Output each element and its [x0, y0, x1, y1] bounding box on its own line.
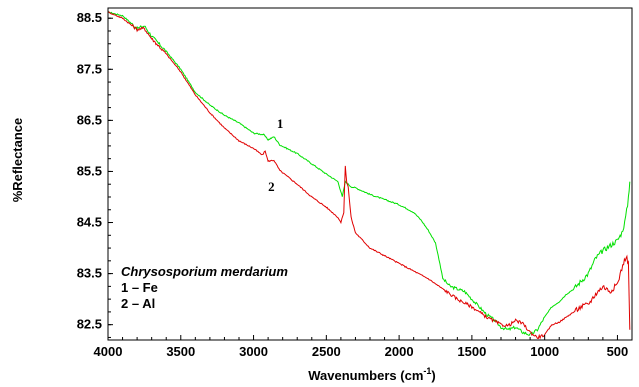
y-tick-label: 88.5	[77, 10, 102, 25]
series-2-line	[107, 11, 631, 340]
y-tick-label: 82.5	[77, 317, 102, 332]
x-tick-label: 500	[607, 344, 629, 359]
x-tick-label: 4000	[94, 344, 123, 359]
y-tick-label: 83.5	[77, 266, 102, 281]
x-axis-label-end: )	[431, 368, 435, 383]
legend-note: Chrysosporium merdarium 1 – Fe 2 – Al	[121, 264, 288, 311]
y-tick-label: 86.5	[77, 112, 102, 127]
series-1-line	[107, 11, 631, 336]
y-axis-label: %Reflectance	[10, 118, 25, 203]
y-tick-label: 84.5	[77, 215, 102, 230]
x-tick-label: 3000	[239, 344, 268, 359]
x-tick-label: 2000	[385, 344, 414, 359]
labels-layer: 4000 3500 3000 2500 2000 1500 1000 500 88.5 87.5 8…	[77, 10, 629, 359]
x-tick-label: 2500	[312, 344, 341, 359]
y-tick-label: 85.5	[77, 163, 102, 178]
species-name: Chrysosporium merdarium	[121, 264, 288, 279]
ticks-layer	[107, 17, 618, 340]
x-axis-label-sup: -1	[423, 366, 431, 376]
x-axis-label: Wavenumbers (cm-1)	[308, 366, 435, 383]
y-tick-label: 87.5	[77, 61, 102, 76]
series-2-label: 2	[268, 179, 275, 194]
x-axis-label-main: Wavenumbers (cm	[308, 368, 423, 383]
legend-entry-2: 2 – Al	[121, 296, 155, 311]
x-tick-label: 1500	[457, 344, 486, 359]
series-1-label: 1	[277, 116, 284, 131]
x-tick-label: 1000	[530, 344, 559, 359]
plot-area-frame	[107, 7, 633, 341]
x-tick-label: 3500	[166, 344, 195, 359]
series-layer	[107, 11, 631, 340]
legend-entry-1: 1 – Fe	[121, 280, 158, 295]
